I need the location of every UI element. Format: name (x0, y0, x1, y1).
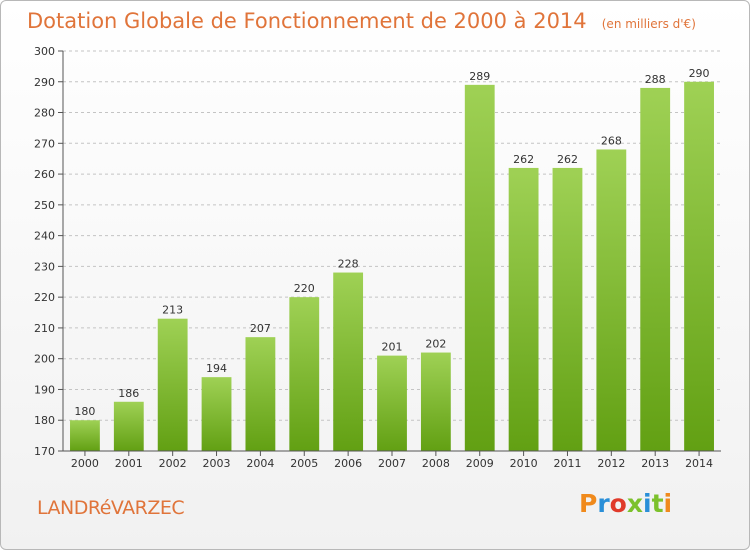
bar (684, 81, 714, 452)
x-tick-label: 2004 (246, 457, 274, 470)
bar (640, 87, 671, 451)
bar (333, 272, 364, 451)
logo-letter: r (597, 489, 610, 518)
x-tick-label: 2001 (115, 457, 143, 470)
bar (552, 167, 583, 451)
y-tick-label: 280 (34, 107, 55, 120)
bar-value-label: 220 (294, 282, 315, 295)
bar-value-label: 180 (74, 405, 95, 418)
x-tick-label: 2011 (553, 457, 581, 470)
bar-value-label: 186 (118, 387, 139, 400)
x-tick-label: 2005 (290, 457, 318, 470)
y-tick-label: 200 (34, 353, 55, 366)
bar (508, 167, 539, 451)
logo-letter: i (643, 489, 652, 518)
labels: 170 180 190 200 210 220 230 240 250 260 270 280 290 3… (34, 45, 713, 470)
bar (157, 318, 188, 451)
x-tick-label: 2003 (203, 457, 231, 470)
x-tick-label: 2013 (641, 457, 669, 470)
commune-name: LANDRéVARZEC (37, 497, 185, 519)
y-tick-label: 230 (34, 260, 55, 273)
bar-value-label: 213 (162, 304, 183, 317)
bar (289, 297, 320, 451)
logo-letter: P (579, 489, 598, 518)
y-tick-label: 210 (34, 322, 55, 335)
y-tick-label: 270 (34, 137, 55, 150)
bar-value-label: 201 (382, 341, 403, 354)
bar-value-label: 268 (601, 134, 622, 147)
x-tick-label: 2002 (159, 457, 187, 470)
bar-value-label: 194 (206, 362, 227, 375)
logo-letter: t (651, 489, 664, 518)
x-tick-label: 2008 (422, 457, 450, 470)
bar (420, 352, 451, 451)
bar (113, 401, 144, 451)
x-tick-label: 2014 (685, 457, 713, 470)
bar (245, 337, 276, 451)
y-tick-label: 250 (34, 199, 55, 212)
y-tick-label: 300 (34, 45, 55, 58)
x-tick-label: 2009 (466, 457, 494, 470)
bar-value-label: 207 (250, 322, 271, 335)
bar-value-label: 262 (557, 153, 578, 166)
axes (58, 50, 721, 456)
logo-letter: x (626, 489, 643, 518)
proxiti-logo: Proxiti (579, 489, 672, 518)
title-row: Dotation Globale de Fonctionnement de 20… (27, 9, 696, 33)
bar-value-label: 262 (513, 153, 534, 166)
logo-letter: i (663, 489, 673, 518)
y-tick-label: 180 (34, 414, 55, 427)
y-tick-label: 260 (34, 168, 55, 181)
chart-title: Dotation Globale de Fonctionnement de 20… (27, 9, 587, 33)
y-tick-label: 190 (34, 383, 55, 396)
y-tick-label: 240 (34, 230, 55, 243)
bar (70, 420, 100, 451)
bar-value-label: 288 (645, 73, 666, 86)
chart-unit: (en milliers d'€) (601, 17, 696, 31)
bar-value-label: 289 (469, 70, 490, 83)
bar-value-label: 202 (425, 338, 446, 351)
x-tick-label: 2007 (378, 457, 406, 470)
logo-letter: o (609, 489, 627, 518)
bar (377, 355, 407, 451)
bar (464, 84, 495, 451)
bar-value-label: 290 (689, 67, 710, 80)
bars (70, 81, 714, 452)
y-tick-label: 290 (34, 76, 55, 89)
x-tick-label: 2012 (597, 457, 625, 470)
x-tick-label: 2000 (71, 457, 99, 470)
x-tick-label: 2006 (334, 457, 362, 470)
bar-value-label: 228 (338, 258, 359, 271)
x-tick-label: 2010 (510, 457, 538, 470)
bar (596, 149, 627, 451)
y-tick-label: 170 (34, 445, 55, 458)
y-tick-label: 220 (34, 291, 55, 304)
bar (201, 377, 232, 451)
